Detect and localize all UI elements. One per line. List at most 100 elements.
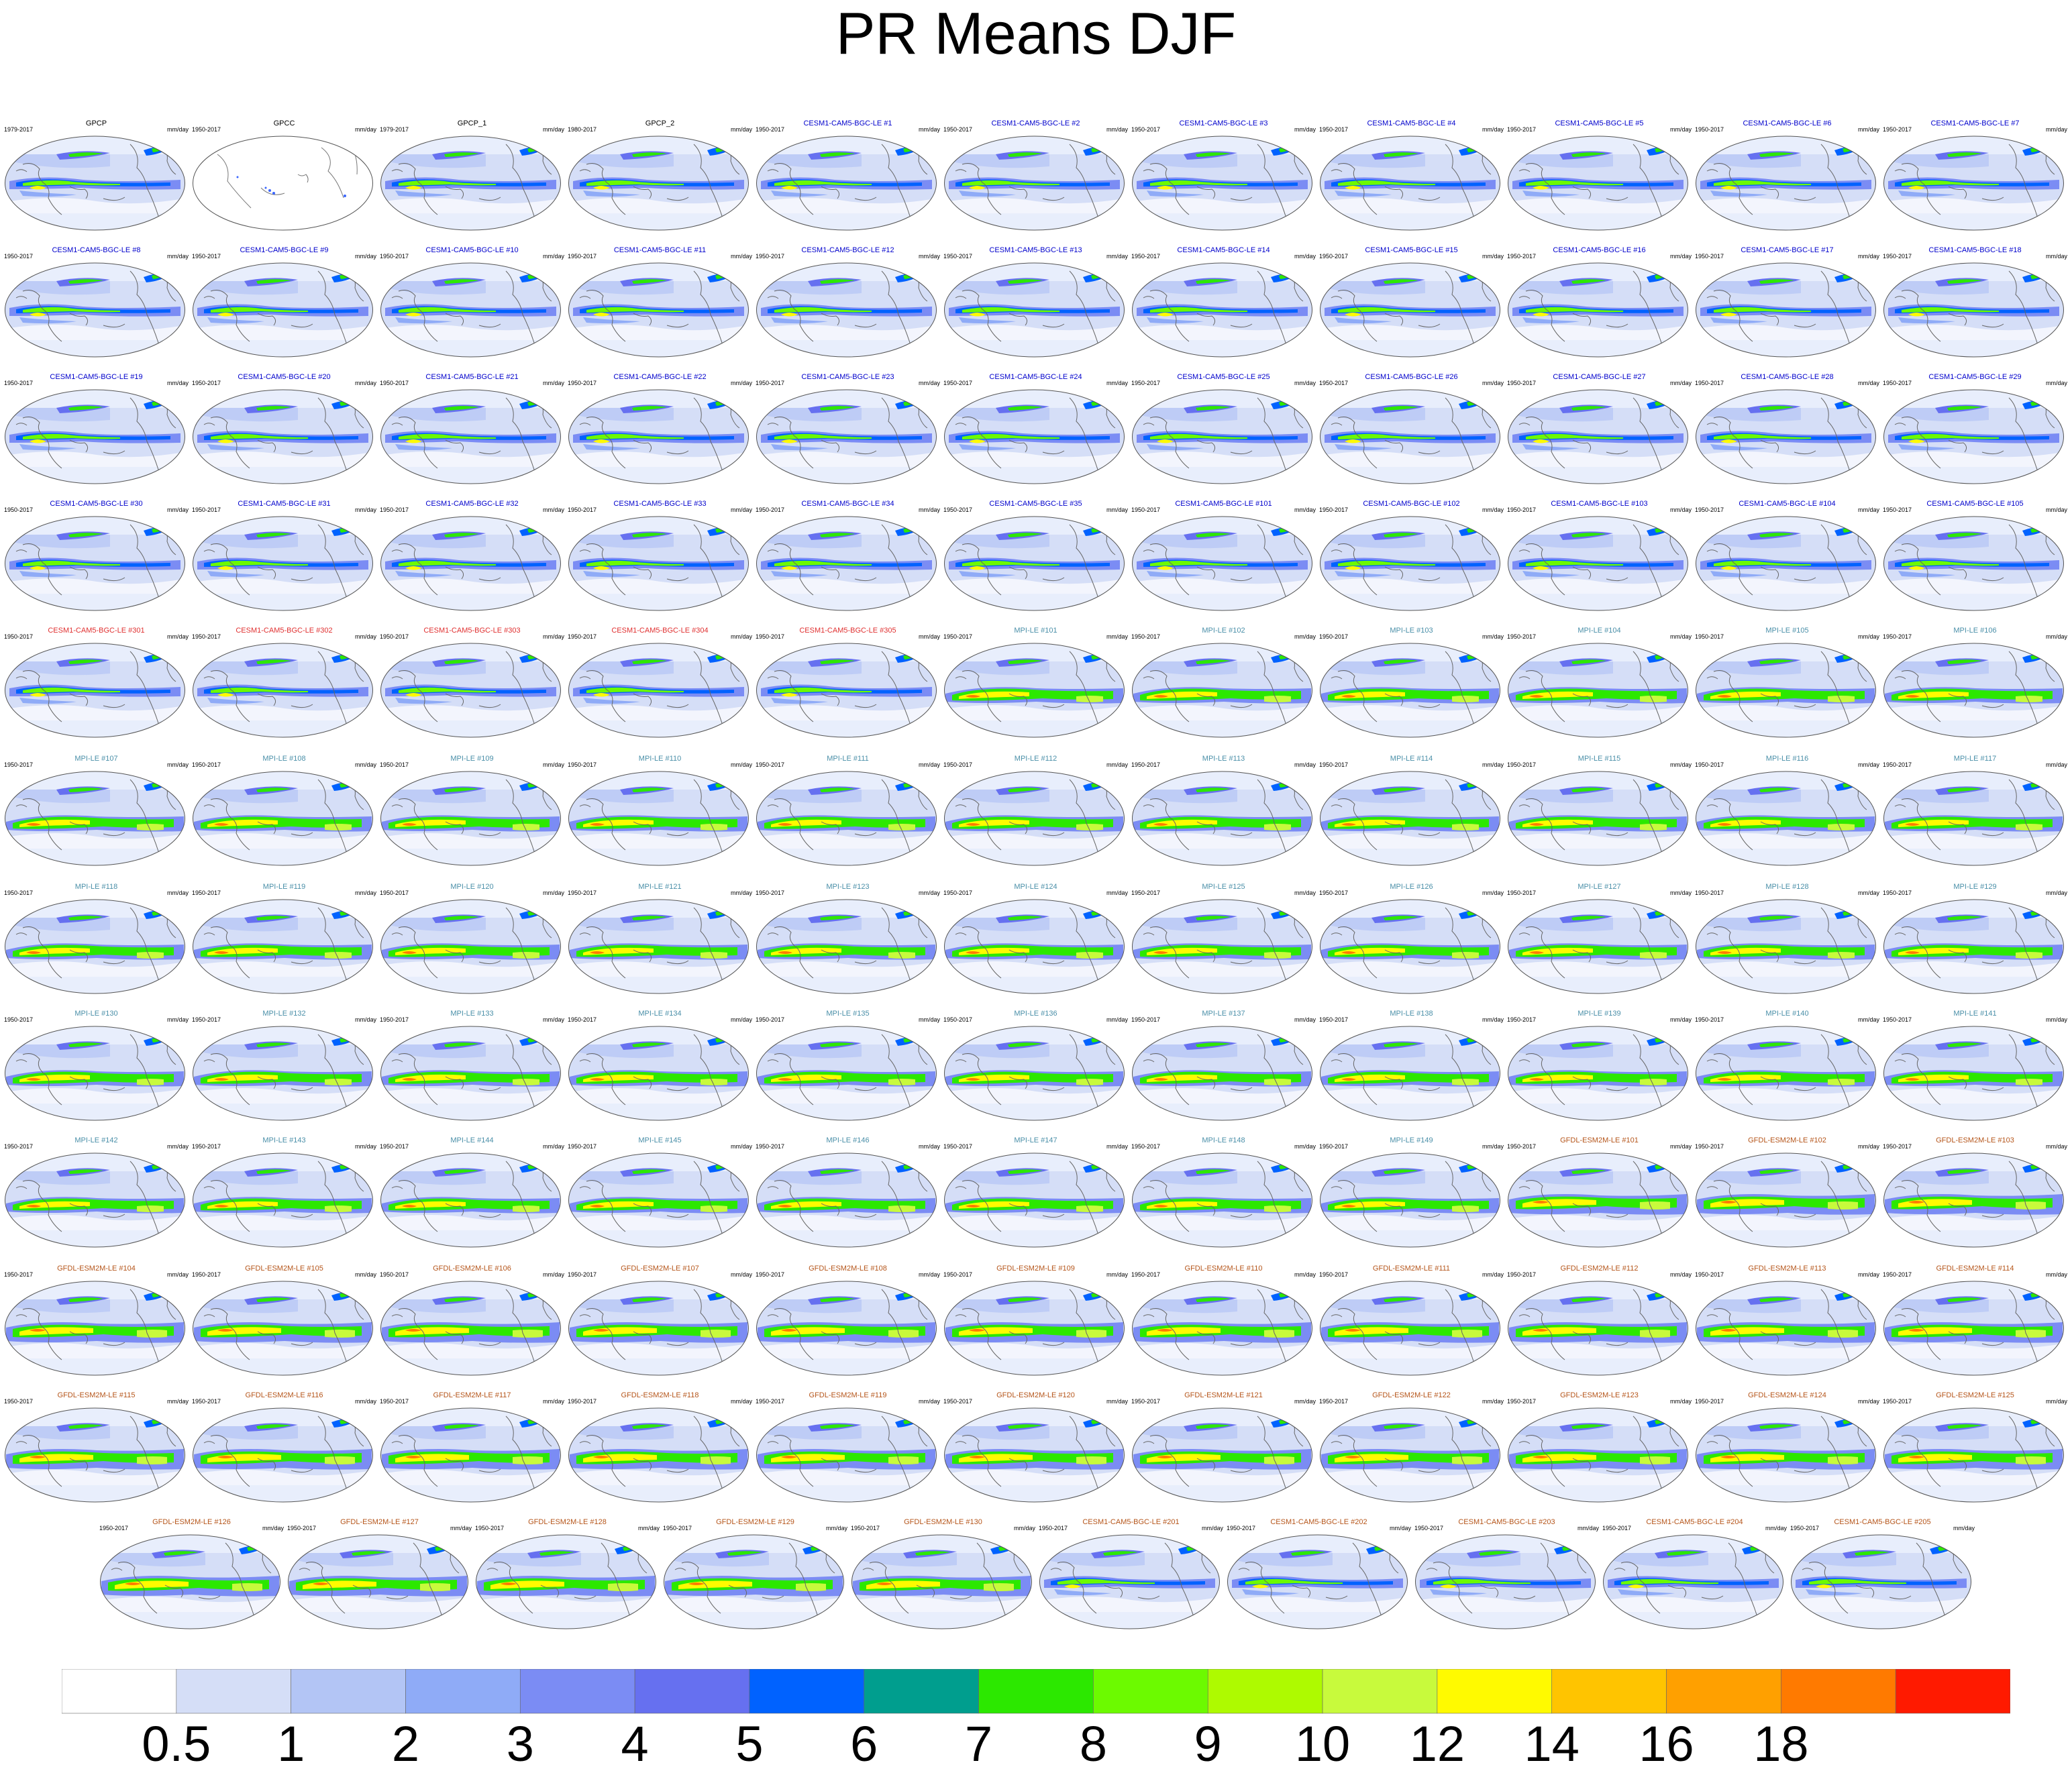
panel-years: 1950-2017 xyxy=(1507,126,1537,133)
panel-title: CESM1-CAM5-BGC-LE #18 xyxy=(1928,246,2022,254)
panel-title: CESM1-CAM5-BGC-LE #101 xyxy=(1175,500,1272,508)
panel-years: 1950-2017 xyxy=(4,253,34,260)
panel-years: 1950-2017 xyxy=(4,761,34,768)
colorbar-swatch xyxy=(519,1669,635,1714)
precip-map xyxy=(193,516,373,611)
map-panel: MPI-LE #102 1950-2017 mm/day xyxy=(1130,627,1317,751)
panel-title: MPI-LE #145 xyxy=(638,1136,682,1144)
panel-years: 1950-2017 xyxy=(943,380,973,386)
panel-units: mm/day xyxy=(1294,761,1316,768)
panel-years: 1950-2017 xyxy=(1039,1525,1068,1532)
panel-units: mm/day xyxy=(354,633,376,640)
panel-title: MPI-LE #129 xyxy=(1953,883,1997,891)
panel-title: GFDL-ESM2M-LE #119 xyxy=(809,1391,887,1399)
panel-units: mm/day xyxy=(1294,1016,1316,1023)
panel-years: 1950-2017 xyxy=(756,253,785,260)
precip-map xyxy=(5,1026,185,1121)
precip-map xyxy=(1508,262,1688,358)
colorbar-tick-label: 18 xyxy=(1753,1716,1809,1772)
map-panel: MPI-LE #101 1950-2017 mm/day xyxy=(942,627,1129,751)
panel-title: GFDL-ESM2M-LE #128 xyxy=(528,1518,607,1526)
map-panel: GFDL-ESM2M-LE #112 1950-2017 mm/day xyxy=(1506,1265,1693,1389)
map-panel: GFDL-ESM2M-LE #111 1950-2017 mm/day xyxy=(1318,1265,1505,1389)
panel-years: 1950-2017 xyxy=(1507,1271,1537,1278)
panel-years: 1950-2017 xyxy=(1507,1016,1537,1023)
map-panel: GFDL-ESM2M-LE #113 1950-2017 mm/day xyxy=(1694,1265,1881,1389)
panel-title: CESM1-CAM5-BGC-LE #12 xyxy=(801,246,894,254)
panel-years: 1950-2017 xyxy=(380,253,409,260)
colorbar-tick-label: 10 xyxy=(1294,1716,1351,1772)
panel-years: 1950-2017 xyxy=(1131,1271,1161,1278)
map-panel: MPI-LE #147 1950-2017 mm/day xyxy=(942,1136,1129,1260)
precip-map xyxy=(568,899,749,994)
panel-units: mm/day xyxy=(918,890,940,896)
precip-map xyxy=(1132,643,1312,738)
panel-units: mm/day xyxy=(1857,1271,1879,1278)
map-panel: CESM1-CAM5-BGC-LE #103 1950-2017 mm/day xyxy=(1506,500,1693,624)
panel-years: 1950-2017 xyxy=(4,380,34,386)
panel-title: MPI-LE #106 xyxy=(1953,627,1997,635)
panel-title: CESM1-CAM5-BGC-LE #3 xyxy=(1179,119,1268,127)
map-panel: MPI-LE #129 1950-2017 mm/day xyxy=(1881,883,2069,1007)
panel-years: 1950-2017 xyxy=(568,633,597,640)
panel-title: MPI-LE #127 xyxy=(1577,883,1621,891)
panel-units: mm/day xyxy=(1106,1016,1128,1023)
panel-years: 1950-2017 xyxy=(4,1271,34,1278)
precip-map xyxy=(756,1407,937,1503)
panel-years: 1950-2017 xyxy=(380,1398,409,1405)
precip-map xyxy=(5,516,185,611)
panel-units: mm/day xyxy=(1482,1143,1504,1150)
panel-years: 1950-2017 xyxy=(1507,761,1537,768)
panel-units: mm/day xyxy=(1106,506,1128,513)
panel-years: 1950-2017 xyxy=(1507,633,1537,640)
map-panel: CESM1-CAM5-BGC-LE #32 1950-2017 mm/day xyxy=(378,500,566,624)
panel-title: GFDL-ESM2M-LE #117 xyxy=(433,1391,511,1399)
panel-title: MPI-LE #102 xyxy=(1202,627,1245,635)
panel-title: CESM1-CAM5-BGC-LE #105 xyxy=(1926,500,2024,508)
panel-units: mm/day xyxy=(166,380,189,386)
panel-units: mm/day xyxy=(730,1398,752,1405)
panel-units: mm/day xyxy=(166,890,189,896)
precip-map xyxy=(944,1026,1125,1121)
map-panel: CESM1-CAM5-BGC-LE #20 1950-2017 mm/day xyxy=(191,373,378,497)
panel-units: mm/day xyxy=(1482,126,1504,133)
panel-title: MPI-LE #136 xyxy=(1014,1010,1057,1018)
map-panel: MPI-LE #125 1950-2017 mm/day xyxy=(1130,883,1317,1007)
panel-units: mm/day xyxy=(918,253,940,260)
panel-years: 1950-2017 xyxy=(568,761,597,768)
panel-title: CESM1-CAM5-BGC-LE #304 xyxy=(611,627,709,635)
panel-years: 1950-2017 xyxy=(756,1271,785,1278)
colorbar-tick-label: 0.5 xyxy=(142,1716,211,1772)
panel-units: mm/day xyxy=(354,890,376,896)
panel-years: 1950-2017 xyxy=(756,890,785,896)
panel-units: mm/day xyxy=(542,506,564,513)
map-panel: CESM1-CAM5-BGC-LE #2 1950-2017 mm/day xyxy=(942,119,1129,244)
colorbar-swatch xyxy=(864,1669,979,1714)
panel-title: GFDL-ESM2M-LE #110 xyxy=(1184,1265,1263,1273)
panel-title: GFDL-ESM2M-LE #120 xyxy=(996,1391,1075,1399)
precip-map xyxy=(1320,262,1500,358)
precip-map xyxy=(756,1281,937,1376)
panel-title: GFDL-ESM2M-LE #125 xyxy=(1936,1391,2014,1399)
panel-units: mm/day xyxy=(354,1143,376,1150)
precip-map xyxy=(756,389,937,484)
precip-map xyxy=(1508,1407,1688,1503)
map-panel: MPI-LE #121 1950-2017 mm/day xyxy=(566,883,754,1007)
panel-units: mm/day xyxy=(1106,126,1128,133)
panel-units: mm/day xyxy=(825,1525,847,1532)
panel-title: MPI-LE #112 xyxy=(1014,755,1057,763)
colorbar xyxy=(62,1669,2010,1714)
panel-title: MPI-LE #138 xyxy=(1390,1010,1433,1018)
panel-title: GFDL-ESM2M-LE #118 xyxy=(621,1391,699,1399)
precip-map xyxy=(1320,899,1500,994)
precip-map xyxy=(944,262,1125,358)
precip-map xyxy=(380,899,561,994)
panel-title: GFDL-ESM2M-LE #124 xyxy=(1748,1391,1826,1399)
panel-years: 1950-2017 xyxy=(1131,1016,1161,1023)
colorbar-tick-label: 2 xyxy=(391,1716,420,1772)
panel-years: 1950-2017 xyxy=(1695,253,1724,260)
panel-units: mm/day xyxy=(542,380,564,386)
panel-units: mm/day xyxy=(1482,1398,1504,1405)
panel-units: mm/day xyxy=(1669,380,1692,386)
map-panel: CESM1-CAM5-BGC-LE #23 1950-2017 mm/day xyxy=(754,373,941,497)
